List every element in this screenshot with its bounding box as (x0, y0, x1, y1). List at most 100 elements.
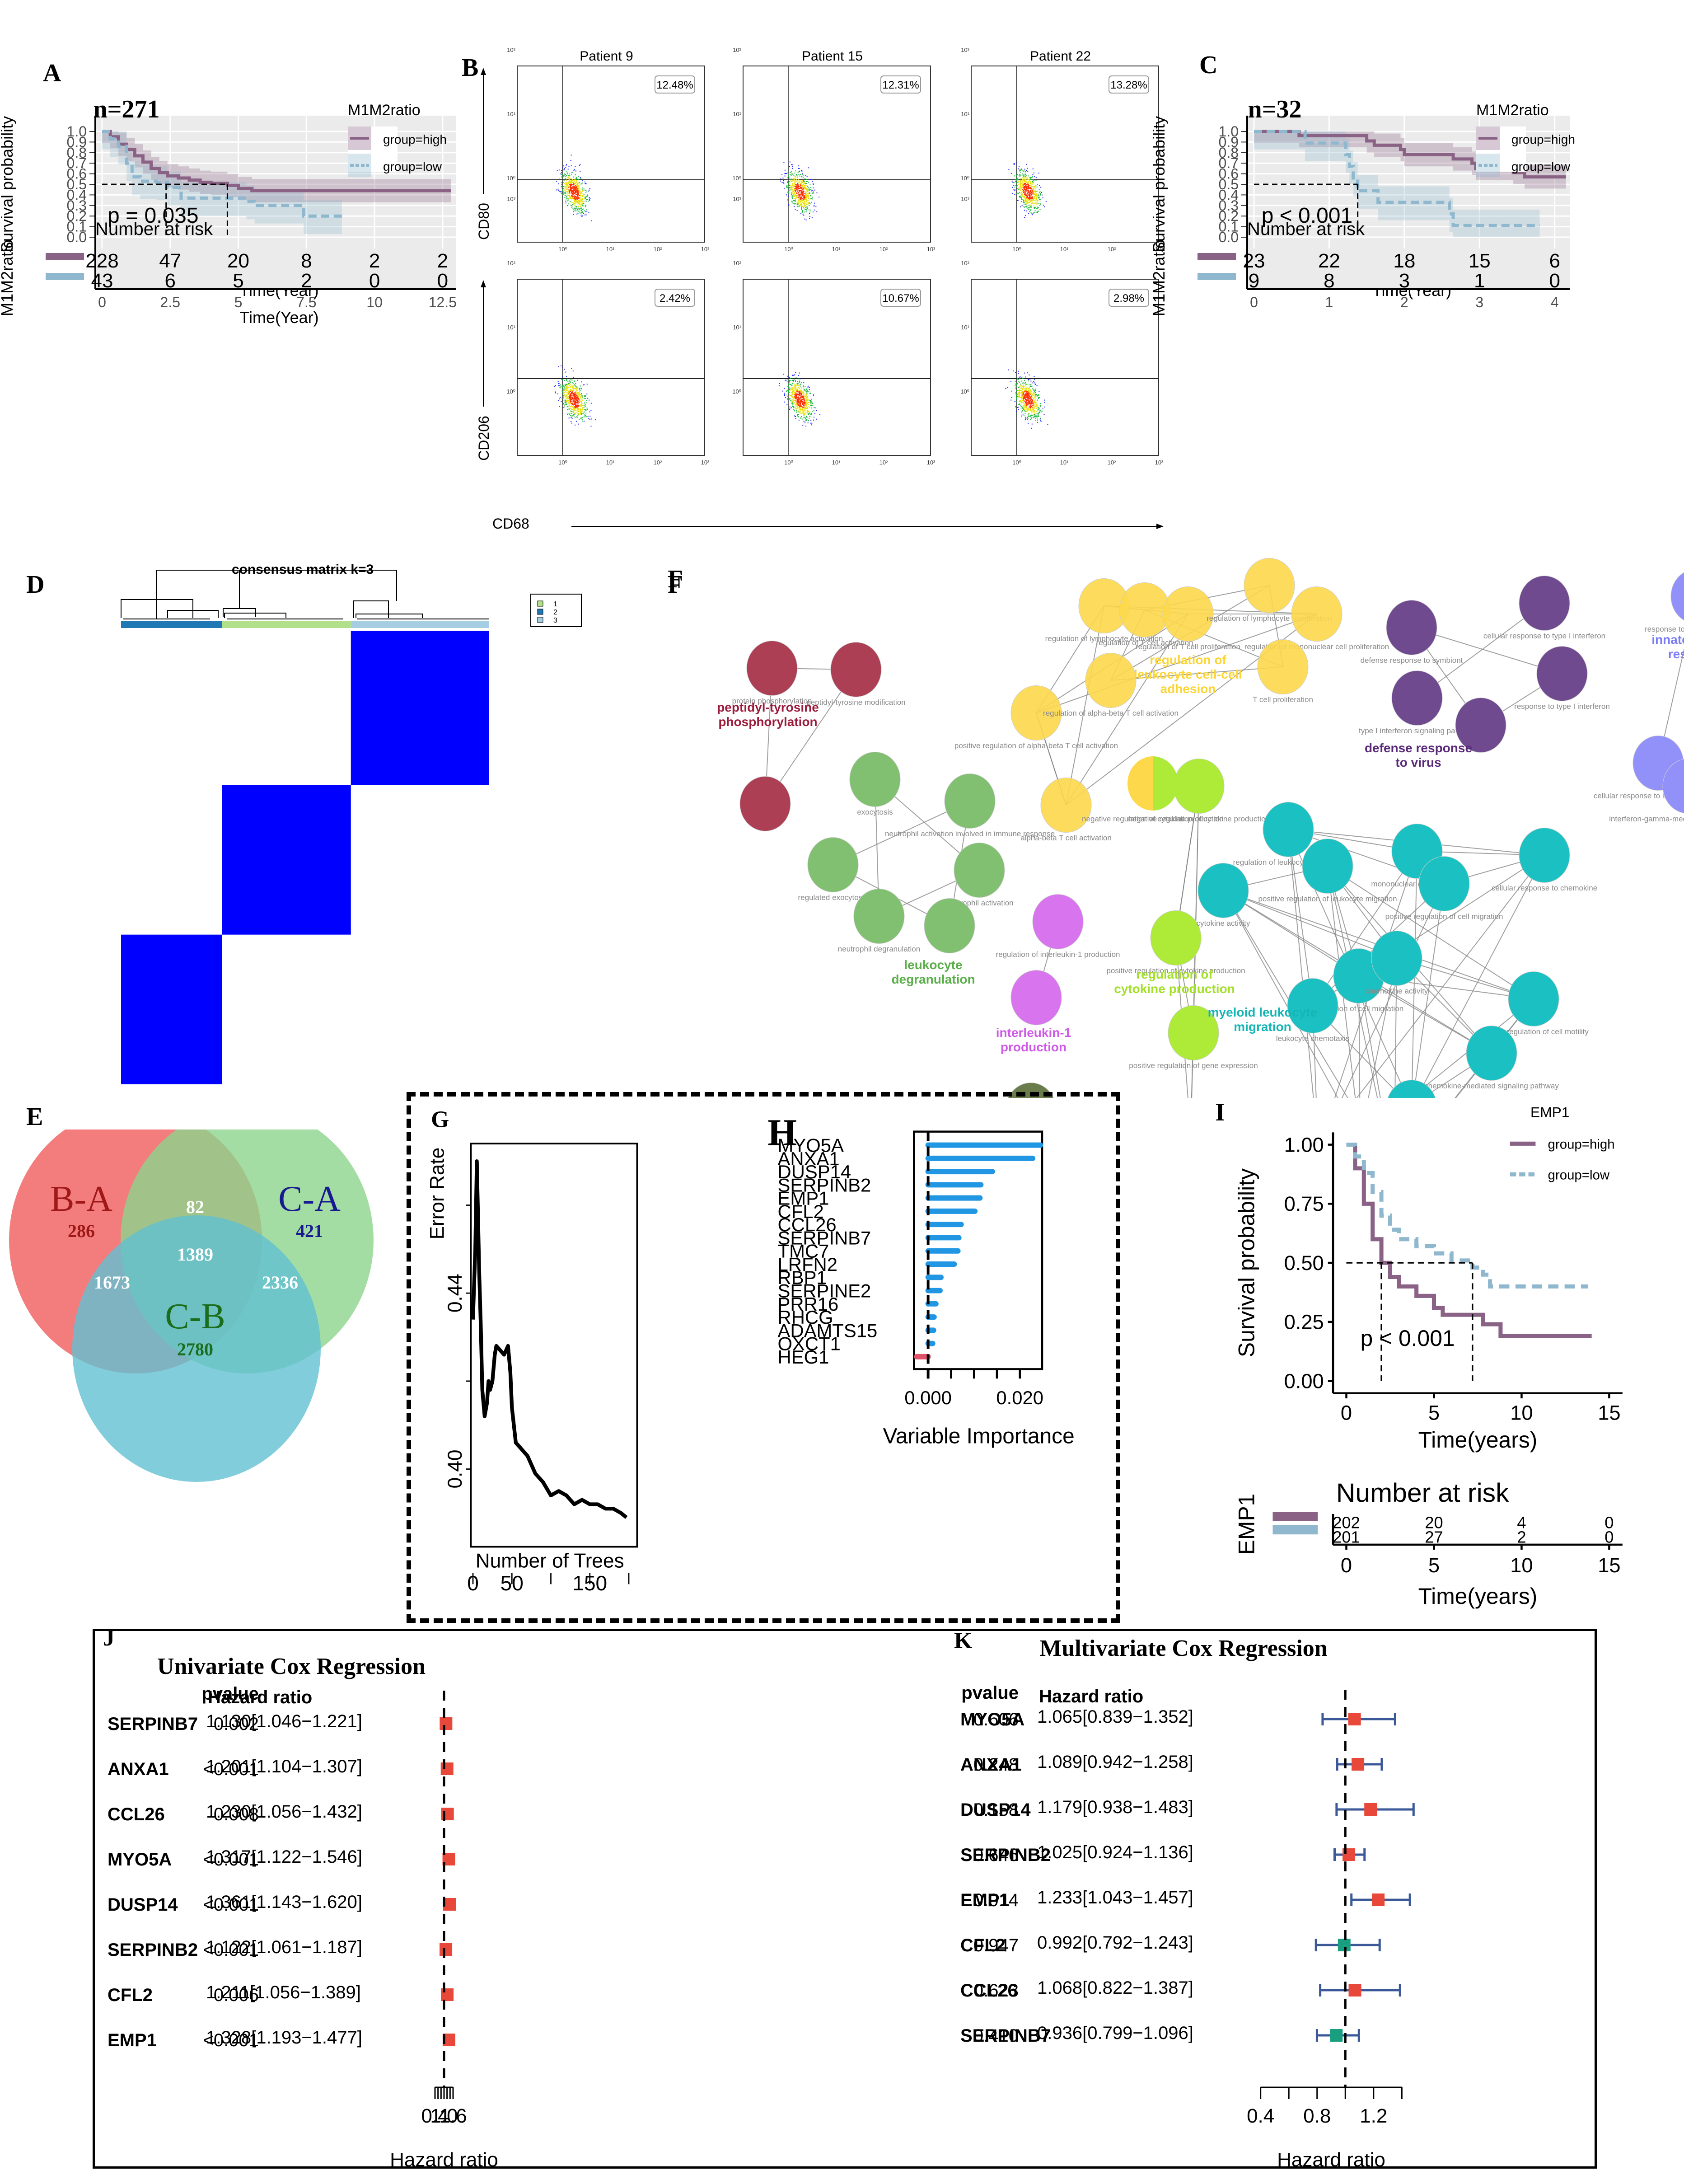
event-dot (1033, 198, 1034, 199)
event-dot (1024, 395, 1026, 396)
event-dot (562, 186, 564, 187)
event-dot (575, 398, 576, 400)
event-dot (802, 202, 803, 203)
event-dot (1040, 403, 1041, 404)
event-dot (793, 196, 795, 197)
event-dot (805, 420, 806, 422)
event-dot (1028, 395, 1029, 396)
cluster-title: regulation of (1150, 653, 1226, 667)
event-dot (1031, 417, 1032, 419)
event-dot (805, 209, 806, 210)
event-dot (565, 398, 566, 400)
event-dot (1024, 190, 1025, 192)
event-dot (802, 399, 804, 401)
event-dot (789, 178, 791, 179)
event-dot (1034, 190, 1035, 192)
event-dot (810, 403, 811, 405)
event-dot (1024, 410, 1025, 412)
event-dot (794, 189, 795, 190)
event-dot (1035, 202, 1036, 204)
event-dot (578, 405, 580, 407)
event-dot (573, 200, 575, 202)
event-dot (792, 195, 794, 196)
event-dot (793, 193, 795, 194)
event-dot (1034, 198, 1036, 200)
event-dot (795, 400, 796, 401)
event-dot (1040, 192, 1041, 194)
event-dot (573, 390, 574, 392)
event-dot (1033, 381, 1034, 382)
event-dot (1031, 193, 1033, 195)
event-dot (803, 182, 804, 183)
event-dot (571, 181, 572, 182)
event-dot (580, 183, 582, 185)
event-dot (813, 184, 814, 185)
event-dot (585, 183, 587, 184)
event-dot (583, 208, 584, 210)
event-dot (581, 191, 583, 192)
event-dot (806, 401, 807, 403)
event-dot (799, 168, 800, 169)
event-dot (568, 396, 570, 397)
event-dot (563, 175, 564, 176)
event-dot (568, 178, 570, 180)
hazard-ratio-text: 1.025[0.924−1.136] (1037, 1842, 1193, 1862)
event-dot (580, 191, 581, 192)
event-dot (571, 185, 572, 186)
event-dot (577, 401, 578, 402)
event-dot (807, 396, 808, 397)
event-dot (1037, 202, 1038, 203)
event-dot (575, 404, 576, 405)
event-dot (1024, 399, 1026, 401)
event-dot (559, 178, 561, 180)
event-dot (572, 370, 574, 372)
event-dot (1030, 389, 1031, 391)
event-dot (1032, 408, 1034, 409)
event-dot (789, 389, 790, 390)
risk-table-title: Number at risk (95, 219, 213, 239)
event-dot (1039, 411, 1041, 412)
event-dot (804, 185, 805, 186)
event-dot (571, 399, 572, 400)
p-value: 0.006 (214, 1985, 259, 2005)
event-dot (1024, 187, 1025, 189)
event-dot (1020, 389, 1021, 391)
event-dot (1016, 395, 1017, 396)
event-dot (1035, 405, 1037, 407)
event-dot (1015, 179, 1016, 180)
cluster-title: degranulation (891, 972, 975, 986)
event-dot (814, 189, 815, 191)
event-dot (570, 401, 571, 403)
event-dot (803, 198, 805, 200)
event-dot (572, 188, 574, 189)
event-dot (1043, 204, 1044, 206)
event-dot (802, 408, 803, 409)
event-dot (574, 187, 575, 188)
event-dot (791, 402, 793, 403)
event-dot (799, 188, 800, 189)
event-dot (1029, 396, 1030, 398)
gene-name: ANXA1 (960, 1755, 1022, 1775)
event-dot (808, 182, 809, 183)
event-dot (798, 401, 799, 403)
event-dot (792, 166, 793, 168)
event-dot (800, 417, 801, 419)
event-dot (803, 200, 804, 201)
event-dot (1034, 410, 1035, 412)
event-dot (1034, 413, 1036, 414)
event-dot (1034, 414, 1035, 416)
event-dot (802, 192, 803, 193)
event-dot (786, 173, 787, 174)
variable-label: PRR16 (778, 1294, 839, 1315)
event-dot (567, 200, 568, 202)
risk-count-high: 18 (1393, 250, 1415, 272)
event-dot (582, 408, 583, 409)
event-dot (567, 184, 569, 186)
event-dot (1029, 211, 1030, 212)
event-dot (1036, 196, 1037, 197)
event-dot (802, 211, 803, 212)
variable-label: TMC7 (778, 1241, 829, 1262)
event-dot (802, 203, 804, 205)
event-dot (791, 384, 792, 386)
y-tick-label: 10¹ (961, 111, 969, 117)
